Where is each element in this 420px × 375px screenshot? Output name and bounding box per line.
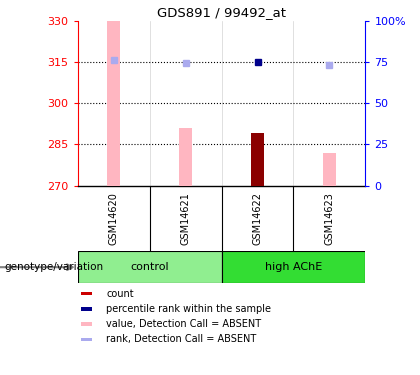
Bar	[81, 338, 92, 341]
Title: GDS891 / 99492_at: GDS891 / 99492_at	[157, 6, 286, 20]
Text: rank, Detection Call = ABSENT: rank, Detection Call = ABSENT	[107, 334, 257, 344]
Text: GSM14620: GSM14620	[109, 192, 119, 245]
Bar	[323, 153, 336, 186]
Text: GSM14622: GSM14622	[252, 192, 262, 245]
Text: value, Detection Call = ABSENT: value, Detection Call = ABSENT	[107, 319, 262, 329]
Text: percentile rank within the sample: percentile rank within the sample	[107, 304, 271, 314]
Text: control: control	[130, 262, 169, 272]
Bar	[222, 251, 365, 283]
Text: high AChE: high AChE	[265, 262, 322, 272]
Bar	[81, 292, 92, 296]
Bar	[81, 322, 92, 326]
Bar	[78, 251, 222, 283]
Bar	[81, 308, 92, 310]
Text: GSM14621: GSM14621	[181, 192, 191, 245]
Text: GSM14623: GSM14623	[324, 192, 334, 245]
Text: genotype/variation: genotype/variation	[4, 262, 103, 272]
Bar	[251, 134, 264, 186]
Bar	[179, 128, 192, 186]
Text: count: count	[107, 289, 134, 299]
Bar	[107, 21, 120, 186]
